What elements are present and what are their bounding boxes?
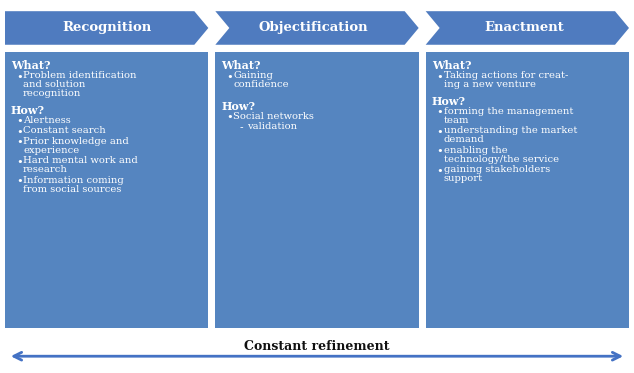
Text: enabling the: enabling the (444, 146, 507, 155)
Text: •: • (16, 116, 23, 126)
Text: What?: What? (432, 60, 471, 71)
Text: Gaining: Gaining (233, 71, 273, 80)
Text: forming the management: forming the management (444, 107, 573, 116)
Text: •: • (437, 127, 443, 137)
Text: -: - (239, 122, 243, 132)
Text: Problem identification: Problem identification (23, 71, 136, 80)
Text: •: • (226, 112, 233, 122)
Text: Objectification: Objectification (259, 22, 368, 34)
Text: What?: What? (221, 60, 261, 71)
Text: demand: demand (444, 135, 484, 144)
Text: confidence: confidence (233, 80, 289, 89)
FancyBboxPatch shape (5, 52, 209, 328)
Text: technology/the service: technology/the service (444, 155, 559, 164)
Text: Information coming: Information coming (23, 176, 124, 185)
Text: Prior knowledge and: Prior knowledge and (23, 137, 129, 146)
Text: research: research (23, 165, 68, 174)
Text: validation: validation (247, 122, 297, 131)
Text: Recognition: Recognition (62, 22, 152, 34)
Text: •: • (16, 137, 23, 147)
Text: Constant refinement: Constant refinement (244, 340, 390, 353)
Text: •: • (437, 146, 443, 156)
Text: How?: How? (432, 96, 465, 107)
Text: gaining stakeholders: gaining stakeholders (444, 165, 550, 174)
Text: •: • (437, 166, 443, 176)
Text: •: • (16, 176, 23, 186)
Text: Social networks: Social networks (233, 112, 314, 121)
Text: Constant search: Constant search (23, 126, 106, 135)
Text: recognition: recognition (23, 89, 81, 98)
Text: experience: experience (23, 146, 79, 155)
Text: How?: How? (221, 101, 256, 112)
Text: What?: What? (11, 60, 51, 71)
Text: •: • (16, 157, 23, 167)
Text: Hard mental work and: Hard mental work and (23, 156, 138, 165)
Text: from social sources: from social sources (23, 185, 121, 194)
Text: ing a new venture: ing a new venture (444, 80, 536, 89)
Text: and solution: and solution (23, 80, 86, 89)
Text: Taking actions for creat-: Taking actions for creat- (444, 71, 568, 80)
Text: How?: How? (11, 105, 45, 116)
Text: support: support (444, 174, 483, 183)
FancyBboxPatch shape (425, 52, 629, 328)
Text: team: team (444, 116, 469, 125)
Text: •: • (16, 127, 23, 137)
Text: Alertness: Alertness (23, 116, 71, 125)
Polygon shape (5, 11, 209, 45)
Text: •: • (226, 72, 233, 82)
FancyBboxPatch shape (216, 52, 418, 328)
Polygon shape (425, 11, 629, 45)
Text: Enactment: Enactment (484, 22, 564, 34)
Text: •: • (437, 72, 443, 82)
Text: understanding the market: understanding the market (444, 126, 577, 135)
Text: •: • (437, 107, 443, 117)
Text: •: • (16, 72, 23, 82)
Polygon shape (216, 11, 418, 45)
